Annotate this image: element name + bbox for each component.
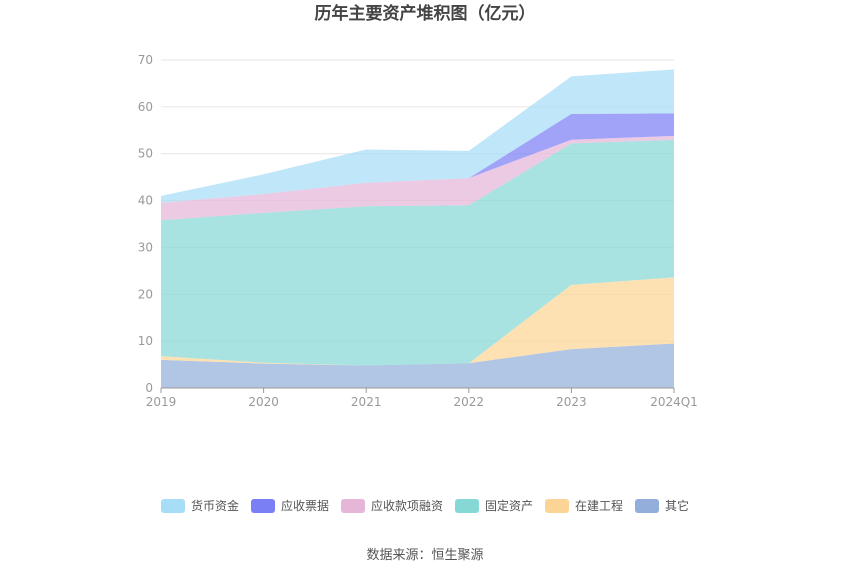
x-tick-label: 2023 [556, 395, 587, 409]
x-tick-label: 2024Q1 [650, 395, 698, 409]
legend-item[interactable]: 固定资产 [455, 498, 533, 513]
area-series-1 [161, 277, 674, 366]
x-tick-label: 2022 [454, 395, 485, 409]
data-source-note: 数据来源：恒生聚源 [366, 548, 483, 563]
y-tick-label: 20 [138, 287, 153, 301]
legend-swatch [161, 499, 185, 513]
legend-label: 应收票据 [281, 498, 329, 513]
legend-swatch [545, 499, 569, 513]
legend-swatch [341, 499, 365, 513]
x-tick-label: 2021 [351, 395, 382, 409]
y-tick-label: 10 [138, 334, 153, 348]
y-tick-label: 30 [138, 240, 153, 254]
axes: 0 10 20 30 40 50 60 70 2019 2020 2021 2022 2023 2024Q… [138, 53, 698, 409]
area-series-3 [161, 135, 674, 221]
legend-item[interactable]: 应收款项融资 [341, 498, 443, 513]
y-tick-label: 60 [138, 100, 153, 114]
legend-label: 在建工程 [575, 498, 623, 513]
legend-label: 货币资金 [191, 498, 239, 513]
area-series-2 [161, 139, 674, 366]
legend-swatch [251, 499, 275, 513]
y-tick-label: 50 [138, 147, 153, 161]
legend-label: 固定资产 [485, 498, 533, 513]
legend-item[interactable]: 货币资金 [161, 498, 239, 513]
x-tick-label: 2020 [248, 395, 279, 409]
legend-item[interactable]: 在建工程 [545, 498, 623, 513]
legend-label: 应收款项融资 [371, 498, 443, 513]
legend-item[interactable]: 其它 [635, 498, 689, 513]
area-series-4 [161, 113, 674, 203]
legend-swatch [635, 499, 659, 513]
y-tick-label: 0 [145, 381, 153, 395]
area-series [161, 69, 674, 388]
legend-item[interactable]: 应收票据 [251, 498, 329, 513]
area-series-5 [161, 69, 674, 203]
x-tick-label: 2019 [146, 395, 177, 409]
area-series-0 [161, 343, 674, 388]
chart-title: 历年主要资产堆积图（亿元） [315, 3, 536, 24]
legend-label: 其它 [665, 498, 689, 513]
y-tick-label: 70 [138, 53, 153, 67]
y-tick-label: 40 [138, 194, 153, 208]
legend-swatch [455, 499, 479, 513]
legend[interactable]: 货币资金 应收票据 应收款项融资 固定资产 在建工程 其它 [161, 498, 689, 513]
